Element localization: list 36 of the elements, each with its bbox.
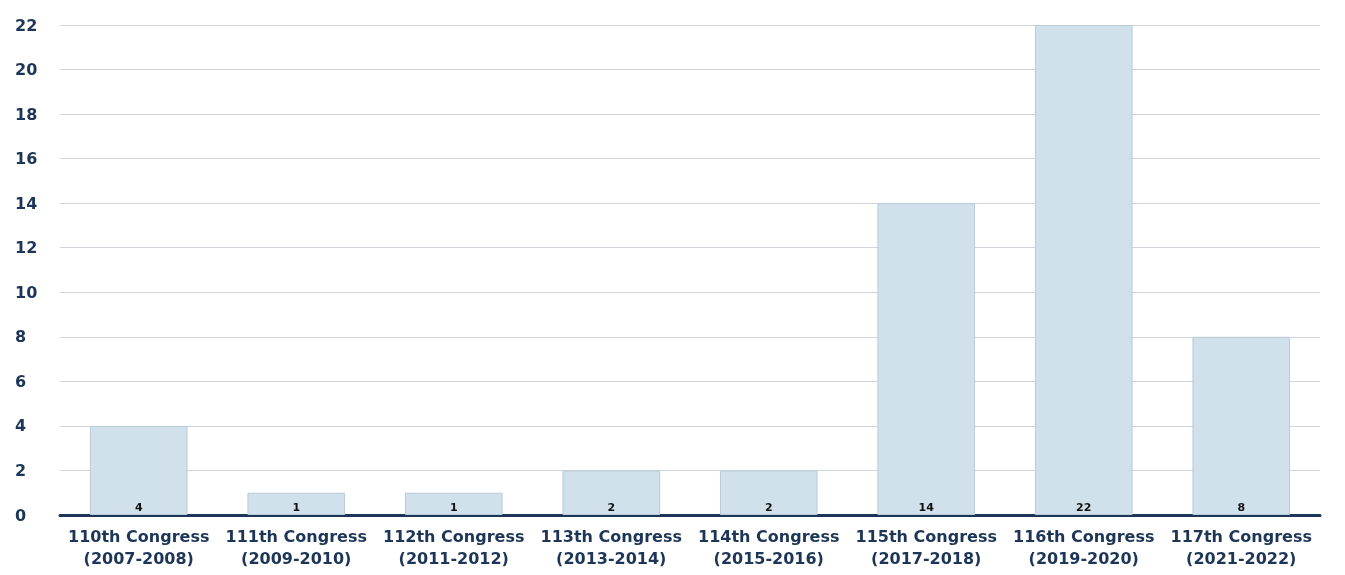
y-tick-label: 20 [15, 60, 38, 80]
x-tick-label: 117th Congress (2021-2022) [1170, 526, 1312, 568]
y-tick-label: 12 [15, 238, 38, 258]
x-tick-label: 116th Congress (2019-2020) [1013, 526, 1155, 568]
x-tick-label: 110th Congress (2007-2008) [68, 526, 210, 568]
bar [89, 425, 188, 515]
x-tick-label: 111th Congress (2009-2010) [225, 526, 367, 568]
bar [1034, 25, 1133, 515]
data-label: 14 [918, 501, 935, 514]
data-label: 1 [292, 501, 301, 514]
bar [877, 203, 976, 515]
data-label: 8 [1237, 501, 1246, 514]
bar [1192, 336, 1291, 515]
y-tick-label: 22 [15, 15, 38, 35]
data-label: 1 [449, 501, 458, 514]
data-label: 2 [607, 501, 616, 514]
y-tick-label: 18 [15, 104, 38, 124]
bar [562, 470, 661, 515]
data-label: 22 [1076, 501, 1092, 514]
bar [404, 492, 503, 515]
y-tick-label: 16 [15, 149, 38, 169]
y-tick-label: 6 [15, 371, 27, 391]
y-tick-label: 10 [15, 282, 38, 302]
y-tick-label: 8 [15, 327, 27, 347]
x-tick-label: 112th Congress (2011-2012) [383, 526, 525, 568]
x-tick-label: 114th Congress (2015-2016) [698, 526, 840, 568]
bar [719, 470, 818, 515]
data-label: 2 [764, 501, 773, 514]
bar [247, 492, 346, 515]
y-tick-label: 4 [15, 416, 27, 436]
x-tick-label: 113th Congress (2013-2014) [540, 526, 682, 568]
y-tick-label: 2 [15, 460, 27, 480]
x-tick-label: 115th Congress (2017-2018) [855, 526, 997, 568]
y-tick-label: 0 [15, 505, 27, 525]
y-tick-label: 14 [15, 193, 38, 213]
data-label: 4 [134, 501, 143, 514]
